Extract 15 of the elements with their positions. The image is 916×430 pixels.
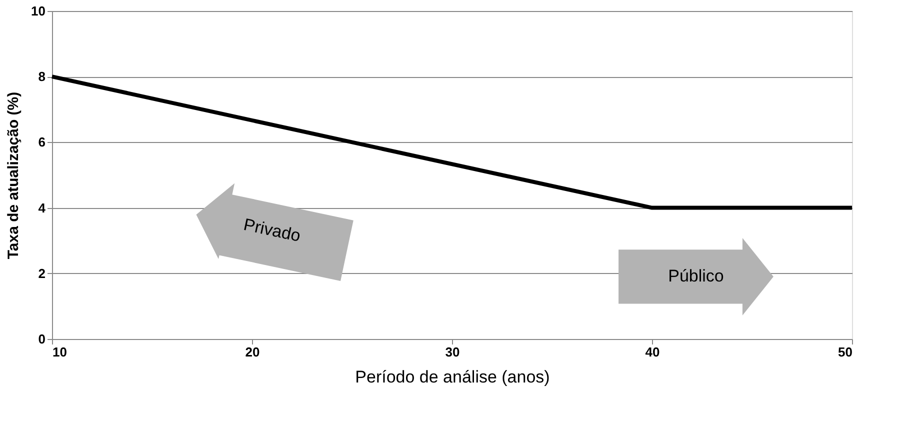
y-axis-title: Taxa de atualização (%) — [5, 92, 22, 260]
x-tick-label: 20 — [245, 344, 260, 360]
annotation: Público — [668, 266, 724, 286]
y-tick-label: 4 — [38, 200, 46, 216]
x-tick-label: 10 — [52, 344, 67, 360]
y-tick-label: 0 — [38, 332, 46, 346]
annotation: Privado — [242, 214, 302, 246]
y-tick-label: 10 — [31, 4, 46, 18]
x-tick-label: 50 — [838, 344, 852, 360]
y-tick-label: 8 — [38, 69, 46, 84]
x-tick-label: 30 — [445, 344, 460, 360]
x-axis-title: Período de análise (anos) — [355, 368, 550, 386]
x-tick-label: 40 — [645, 344, 660, 360]
y-tick-label: 2 — [38, 266, 46, 281]
y-tick-label: 6 — [38, 134, 46, 150]
